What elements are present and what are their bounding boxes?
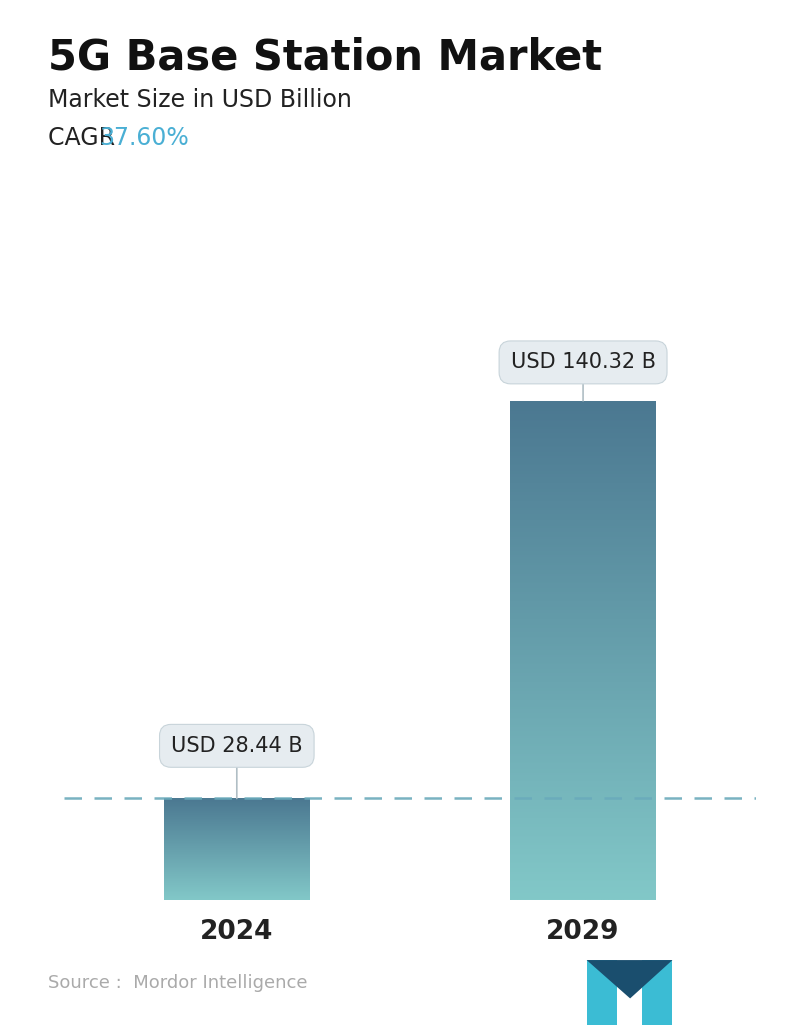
Text: CAGR: CAGR bbox=[48, 126, 123, 150]
Text: Source :  Mordor Intelligence: Source : Mordor Intelligence bbox=[48, 974, 307, 992]
Text: USD 28.44 B: USD 28.44 B bbox=[171, 736, 302, 798]
Text: 37.60%: 37.60% bbox=[100, 126, 189, 150]
Text: 5G Base Station Market: 5G Base Station Market bbox=[48, 36, 602, 79]
Text: USD 140.32 B: USD 140.32 B bbox=[510, 353, 656, 401]
Polygon shape bbox=[587, 960, 673, 999]
Polygon shape bbox=[642, 960, 673, 1026]
Text: Market Size in USD Billion: Market Size in USD Billion bbox=[48, 88, 352, 112]
Polygon shape bbox=[587, 960, 617, 1026]
